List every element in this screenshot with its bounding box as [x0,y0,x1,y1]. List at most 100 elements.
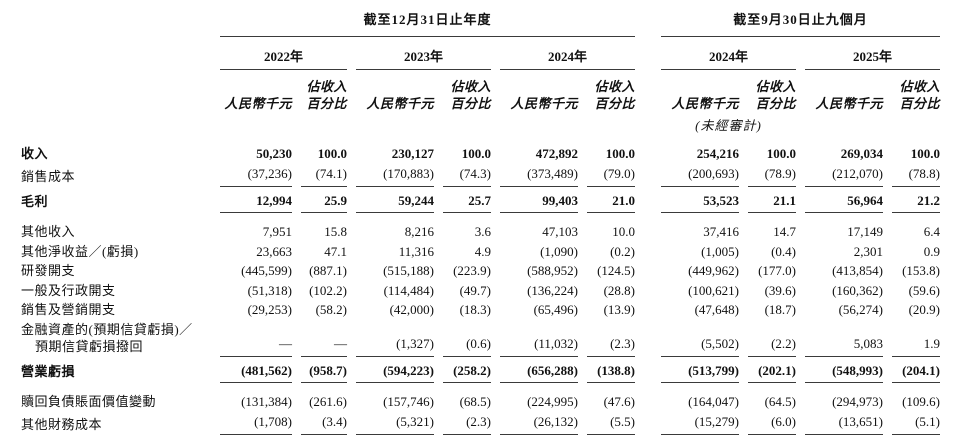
amount-cell: (13,651) [805,412,883,435]
percent-cell: 10.0 [612,224,635,240]
pct-of-revenue-header: 佔收入 百分比 [306,79,347,111]
percent-cell: 100.0 [910,146,940,162]
amount-cell: (5,321) [356,412,434,435]
row-label-line2: 預期信貸虧損撥回 [35,339,144,355]
table-row: 銷售及營銷開支 (29,253) (58.2) (42,000) (18.3) (65,4… [21,300,940,320]
percent-cell: (20.9) [908,302,940,318]
column-gap [644,357,652,384]
row-label: 銷售成本 [21,168,76,184]
amount-unit-header: 人民幣千元 [224,95,292,111]
table-row: 收入 50,230 100.0 230,127 100.0 472,892 100.0 254… [21,135,940,164]
amount-cell: (157,746) [383,394,434,410]
column-gap [644,213,652,242]
amount-unit-header: 人民幣千元 [510,95,578,111]
percent-cell: (261.6) [309,394,347,410]
percent-cell: 1.9 [892,320,940,357]
percent-cell: 3.6 [474,224,491,240]
unit-header-row: 人民幣千元 佔收入 百分比 人民幣千元 佔收入 百分比 人民幣千元 佔收入 百分比 人… [21,70,940,114]
percent-cell: (74.1) [301,164,347,187]
amount-cell: (449,962) [688,263,739,279]
percent-cell: (18.3) [459,302,491,318]
percent-cell: (0.4) [771,243,796,259]
column-gap [644,412,652,435]
percent-cell: (6.0) [748,412,796,435]
percent-cell: (78.8) [892,164,940,187]
amount-cell: 5,083 [805,320,883,357]
amount-cell: (47,648) [694,302,739,318]
header-spacer [21,10,211,37]
amount-cell: (164,047) [688,394,739,410]
percent-cell: (79.0) [587,164,635,187]
amount-cell: (11,032) [500,320,578,357]
column-gap [644,383,652,412]
amount-cell: (413,854) [832,263,883,279]
percent-cell: (64.5) [764,394,796,410]
amount-unit-header: 人民幣千元 [671,95,739,111]
percent-cell: (109.6) [902,394,940,410]
row-label: 其他收入 [21,224,76,240]
percent-cell: 21.0 [587,187,635,214]
year-header-row: 2022年 2023年 2024年 2024年 2025年 [21,37,940,71]
percent-cell: 14.7 [773,224,796,240]
amount-cell: 17,149 [847,224,883,240]
percent-cell: 4.9 [474,243,491,259]
percent-cell: (177.0) [758,263,796,279]
amount-cell: (656,288) [500,357,578,384]
pct-of-revenue-header: 佔收入 百分比 [450,79,491,111]
pct-of-revenue-header: 佔收入 百分比 [594,79,635,111]
percent-cell: (28.8) [603,282,635,298]
unaudited-note: (未經審計) [695,117,762,133]
amount-cell: 254,216 [696,146,739,162]
table-row: 研發開支 (445,599) (887.1) (515,188) (223.9) (588… [21,261,940,281]
percent-cell: (5.1) [892,412,940,435]
percent-cell: 47.1 [324,243,347,259]
amount-cell: (100,621) [688,282,739,298]
amount-cell: 50,230 [256,146,292,162]
percent-cell: (3.4) [301,412,347,435]
amount-cell: (37,236) [220,164,292,187]
amount-cell: 2,301 [853,243,883,259]
amount-cell: (200,693) [661,164,739,187]
amount-cell: (29,253) [247,302,292,318]
amount-cell: (5,502) [661,320,739,357]
table-row: 一般及行政開支 (51,318) (102.2) (114,484) (49.7) (13… [21,281,940,301]
amount-cell: 472,892 [535,146,578,162]
percent-cell: (102.2) [309,282,347,298]
amount-cell: (373,489) [500,164,578,187]
percent-cell: 21.1 [748,187,796,214]
percent-cell: (58.2) [315,302,347,318]
percent-cell: (0.2) [610,243,635,259]
pct-of-revenue-header: 佔收入 百分比 [899,79,940,111]
row-label: 其他財務成本 [21,416,103,432]
amount-cell: (1,090) [540,243,578,259]
percent-cell: 100.0 [317,146,347,162]
table-row: 其他收入 7,951 15.8 8,216 3.6 47,103 10.0 37,416 14.… [21,213,940,242]
amount-cell: 230,127 [391,146,434,162]
percent-cell: (74.3) [443,164,491,187]
percent-cell: (78.9) [748,164,796,187]
percent-cell: — [301,320,347,357]
percent-cell: (13.9) [603,302,635,318]
pct-of-revenue-header: 佔收入 百分比 [755,79,796,111]
amount-cell: (65,496) [533,302,578,318]
amount-cell: (26,132) [500,412,578,435]
column-gap [644,300,652,320]
amount-cell: (131,384) [241,394,292,410]
amount-unit-header: 人民幣千元 [815,95,883,111]
table-row: 其他淨收益／(虧損) 23,663 47.1 11,316 4.9 (1,090) (0.2… [21,242,940,262]
financial-table: 截至12月31日止年度 截至9月30日止九個月 2022年 2023年 2024… [12,10,949,435]
amount-cell: (588,952) [527,263,578,279]
row-label: 收入 [21,146,49,162]
year-header-2023: 2023年 [356,37,491,71]
percent-cell: (202.1) [748,357,796,384]
percent-cell: (59.6) [908,282,940,298]
header-spacer [805,114,940,136]
percent-cell: (39.6) [764,282,796,298]
percent-cell: (5.5) [587,412,635,435]
column-gap [644,261,652,281]
row-label: 毛利 [21,193,49,209]
amount-cell: (42,000) [389,302,434,318]
amount-cell: (548,993) [805,357,883,384]
percent-cell: 25.9 [301,187,347,214]
